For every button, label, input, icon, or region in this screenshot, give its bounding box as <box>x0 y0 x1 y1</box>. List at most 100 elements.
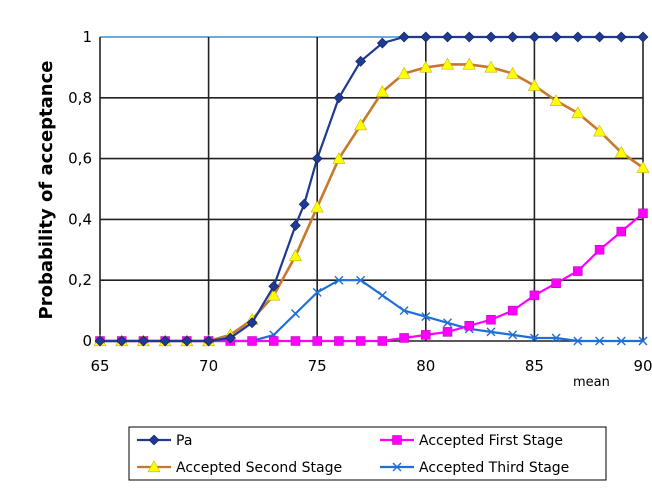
data-point <box>462 57 476 70</box>
legend-label: Accepted Second Stage <box>176 460 342 476</box>
x-axis-title: mean <box>573 375 610 390</box>
data-point <box>550 31 562 43</box>
legend-label: Accepted First Stage <box>419 433 563 449</box>
data-point <box>549 94 563 106</box>
data-point <box>486 327 496 337</box>
data-point <box>397 66 411 79</box>
legend-box <box>128 426 607 481</box>
data-point <box>288 249 302 261</box>
data-point <box>421 312 431 322</box>
data-point <box>443 318 453 328</box>
data-point <box>572 31 584 43</box>
data-point <box>421 330 431 340</box>
data-point <box>398 31 410 43</box>
legend-label: Accepted Third Stage <box>419 460 569 476</box>
data-point <box>594 245 605 255</box>
legend-label: Pa <box>176 433 192 449</box>
data-point <box>638 208 648 219</box>
data-point <box>507 305 518 316</box>
legend-marker <box>148 434 160 446</box>
data-point <box>269 336 279 346</box>
data-point <box>375 85 389 97</box>
data-point <box>334 275 344 285</box>
legend-marker <box>392 435 402 445</box>
y-tick-label: 1 <box>82 28 92 46</box>
data-point <box>333 92 345 104</box>
data-point <box>506 66 520 79</box>
y-tick-label: 0,2 <box>68 271 92 289</box>
data-point <box>593 124 607 137</box>
legend-marker <box>147 460 161 473</box>
data-point <box>224 332 236 344</box>
series-line <box>100 212 644 343</box>
x-tick-label: 70 <box>199 357 218 375</box>
legend-item-accepted-third-stage: Accepted Third Stage <box>380 460 569 476</box>
data-point <box>268 280 280 292</box>
axis-layer: 0 0,2 0,4 0,6 0,8 1 65 70 75 80 85 90 <box>68 28 652 375</box>
data-point <box>529 290 540 301</box>
data-point <box>399 306 409 316</box>
y-tick-label: 0,4 <box>68 210 92 228</box>
data-point <box>376 37 388 49</box>
series-accepted-third-stage <box>95 275 648 346</box>
data-point <box>485 31 497 43</box>
data-point <box>636 161 650 173</box>
data-point <box>332 151 346 164</box>
data-point <box>573 266 583 276</box>
y-axis-title: Probability of acceptance <box>36 61 57 320</box>
x-tick-label: 90 <box>633 357 652 375</box>
data-point <box>290 309 300 319</box>
legend-item-accepted-first-stage: Accepted First Stage <box>380 433 563 449</box>
legend-item-accepted-second-stage: Accepted Second Stage <box>137 460 342 476</box>
data-point <box>355 55 367 67</box>
data-point <box>419 60 433 73</box>
data-point <box>267 288 281 301</box>
series-line <box>100 279 643 343</box>
data-point <box>638 336 648 346</box>
y-tick-label: 0,8 <box>68 89 92 107</box>
data-point <box>356 275 366 285</box>
data-point <box>616 226 627 237</box>
data-point <box>442 31 453 43</box>
data-point <box>311 153 323 165</box>
series-pa <box>94 31 649 347</box>
data-point <box>354 118 368 131</box>
data-point <box>312 336 322 346</box>
data-point <box>138 335 149 347</box>
grid-layer <box>99 36 644 342</box>
data-point <box>508 330 518 340</box>
data-point <box>637 31 649 43</box>
data-point <box>94 335 106 347</box>
data-point <box>486 314 496 325</box>
data-point <box>246 317 258 329</box>
legend-item-pa: Pa <box>137 433 192 449</box>
data-point <box>399 333 409 343</box>
data-point <box>527 79 541 91</box>
data-point <box>595 336 605 346</box>
data-point <box>529 333 539 343</box>
data-point <box>573 336 583 346</box>
data-point <box>614 145 628 158</box>
data-point <box>594 31 605 43</box>
data-point <box>463 31 475 43</box>
data-point <box>355 336 366 346</box>
data-point <box>334 336 344 346</box>
data-point <box>507 31 519 43</box>
data-point <box>377 336 388 346</box>
data-point <box>181 335 193 347</box>
data-point <box>247 336 257 346</box>
x-tick-label: 75 <box>308 357 327 375</box>
data-point <box>615 31 627 43</box>
x-tick-label: 85 <box>525 357 544 375</box>
series-accepted-first-stage <box>95 208 648 346</box>
data-point <box>290 220 301 231</box>
series-line <box>100 35 643 343</box>
data-point <box>442 327 453 337</box>
data-point <box>290 336 301 346</box>
legend: Pa Accepted First Stage Accepted Second St… <box>128 426 607 481</box>
data-point <box>528 31 540 43</box>
data-point <box>312 287 322 297</box>
data-point <box>310 200 324 213</box>
